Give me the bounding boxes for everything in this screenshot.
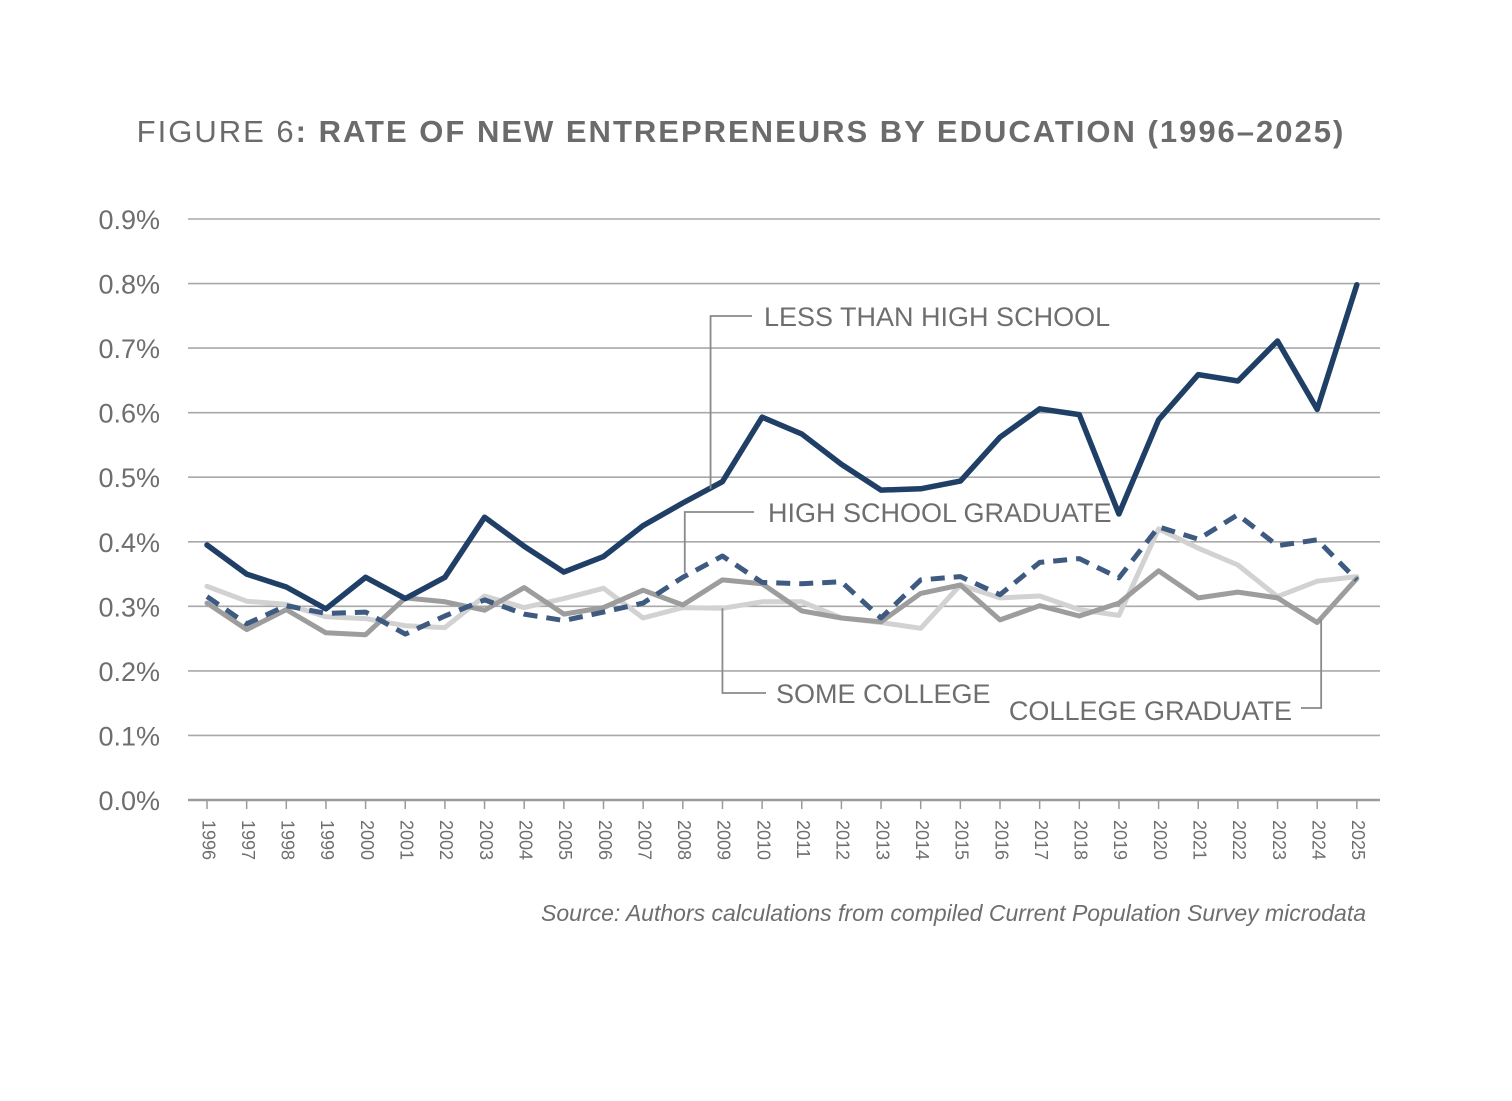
callout-label-less-than-high-school: LESS THAN HIGH SCHOOL	[764, 302, 1110, 332]
y-tick-label: 0.8%	[98, 270, 160, 300]
x-tick-label: 2008	[674, 820, 694, 860]
x-tick-label: 2016	[991, 820, 1011, 860]
series-callouts: LESS THAN HIGH SCHOOL HIGH SCHOOL GRADUAT…	[683, 302, 1323, 726]
callout-label-high-school-graduate: HIGH SCHOOL GRADUATE	[768, 498, 1112, 528]
callout-leader-high-school-graduate	[683, 511, 754, 573]
callout-label-some-college: SOME COLLEGE	[776, 679, 991, 709]
x-tick-label: 2011	[793, 820, 813, 859]
chart-title: FIGURE 6: RATE OF NEW ENTREPRENEURS BY E…	[0, 114, 1482, 150]
y-tick-label: 0.0%	[98, 786, 160, 816]
source-note: Source: Authors calculations from compil…	[541, 900, 1366, 926]
y-tick-label: 0.1%	[98, 721, 160, 751]
series-line-college-graduate	[204, 568, 1360, 638]
x-tick-label: 2000	[357, 820, 377, 860]
x-tick-label: 2018	[1071, 820, 1091, 860]
series-line-some-college	[204, 526, 1360, 631]
callout-leader-less-than-high-school	[709, 315, 752, 489]
x-tick-label: 2024	[1308, 820, 1328, 860]
y-tick-label: 0.4%	[98, 528, 160, 558]
y-axis: 0.0% 0.1% 0.2% 0.3% 0.4% 0.5% 0.6% 0.7% 0.8% 0.9%	[98, 205, 160, 816]
figure-title: RATE OF NEW ENTREPRENEURS BY EDUCATION (…	[318, 114, 1346, 149]
y-tick-label: 0.9%	[98, 205, 160, 235]
x-tick-label: 2003	[476, 820, 496, 860]
y-tick-label: 0.5%	[98, 463, 160, 493]
x-tick-label: 2004	[515, 820, 535, 860]
series-line-less-than-high-school	[204, 282, 1360, 612]
x-tick-label: 2020	[1150, 820, 1170, 860]
callout-label-college-graduate: COLLEGE GRADUATE	[1009, 696, 1292, 726]
x-tick-label: 1997	[238, 820, 258, 860]
x-tick-label: 2022	[1229, 820, 1249, 860]
callout-leader-college-graduate	[1301, 619, 1323, 709]
x-tick-label: 2007	[634, 820, 654, 860]
x-tick-label: 1996	[198, 820, 218, 860]
x-tick-label: 2010	[753, 820, 773, 860]
x-tick-label: 2002	[436, 820, 456, 860]
series-line-high-school-graduate	[205, 512, 1359, 637]
y-tick-label: 0.6%	[98, 399, 160, 429]
y-tick-label: 0.2%	[98, 657, 160, 687]
x-tick-label: 2019	[1110, 820, 1130, 860]
x-axis: 1996 1997 1998 1999 2000 2001 2002 2003 2004 2005…	[188, 798, 1380, 860]
x-tick-label: 2015	[952, 820, 972, 860]
x-tick-label: 1999	[317, 820, 337, 860]
x-tick-label: 2017	[1031, 820, 1051, 860]
x-tick-label: 2013	[872, 820, 892, 860]
x-tick-label: 2023	[1269, 820, 1289, 860]
x-tick-label: 2006	[595, 820, 615, 860]
y-tick-label: 0.3%	[98, 592, 160, 622]
x-tick-label: 2009	[714, 820, 734, 860]
x-tick-label: 2001	[397, 820, 417, 860]
y-tick-label: 0.7%	[98, 334, 160, 364]
figure-separator: :	[295, 114, 319, 149]
series-lines	[204, 282, 1360, 638]
gridlines	[188, 218, 1380, 737]
x-tick-label: 2025	[1348, 820, 1368, 860]
figure-label: FIGURE 6	[136, 114, 296, 149]
x-tick-label: 2021	[1190, 820, 1210, 860]
callout-leader-some-college	[721, 608, 766, 694]
x-tick-label: 1998	[278, 820, 298, 860]
x-tick-label: 2005	[555, 820, 575, 860]
x-tick-label: 2012	[833, 820, 853, 860]
x-tick-label: 2014	[912, 820, 932, 860]
